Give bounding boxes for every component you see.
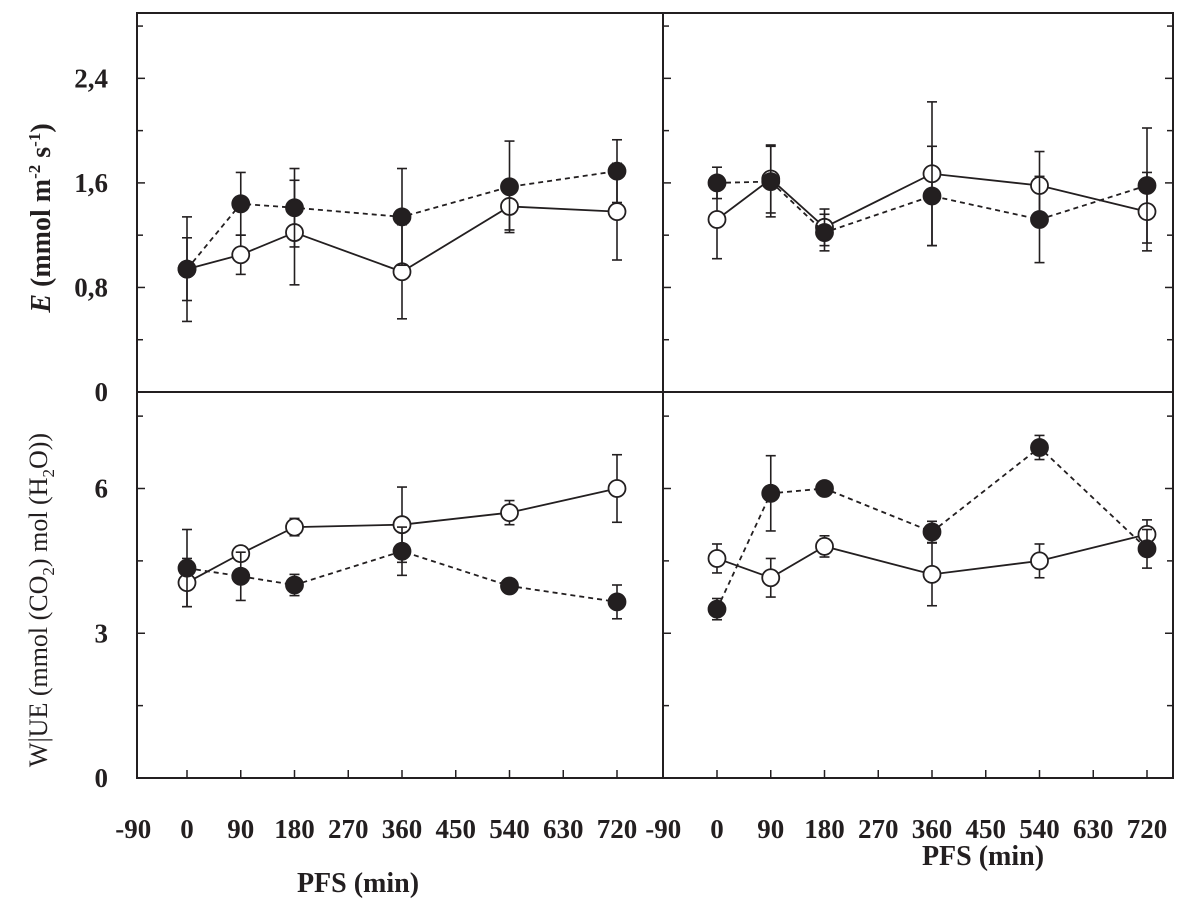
data-point-filled: [177, 558, 197, 578]
x-tick-label-right: 720: [1127, 814, 1168, 844]
y-tick-label: 2,4: [74, 63, 108, 93]
x-tick-label-right: 360: [912, 814, 953, 844]
data-point-filled: [815, 223, 834, 242]
data-point-open: [607, 479, 627, 498]
data-point-filled: [177, 259, 197, 279]
series-line: [716, 180, 1148, 234]
y-axis-title-bottom: W|UE (mmol (CO2) mol (H2O)): [24, 433, 58, 767]
data-point-filled: [761, 483, 781, 503]
y-axis-title-top: E (mmol m-2 s-1): [25, 123, 57, 313]
x-tick-label-left: 450: [436, 814, 477, 844]
data-point-filled: [1137, 176, 1157, 195]
x-tick-label-right: 0: [710, 814, 724, 844]
data-point-filled: [761, 172, 781, 191]
data-point-open: [707, 210, 727, 229]
series-line: [186, 170, 618, 270]
series-line: [186, 487, 618, 584]
data-point-filled: [285, 198, 304, 218]
series-line: [716, 533, 1148, 579]
x-tick-label-left: 0: [180, 814, 194, 844]
data-point-filled: [607, 161, 627, 181]
data-point-open: [231, 245, 251, 265]
data-point-filled: [1030, 210, 1049, 229]
data-point-open: [761, 568, 781, 588]
x-tick-label-right: 270: [858, 814, 899, 844]
data-point-filled: [231, 566, 251, 586]
data-point-filled: [392, 207, 412, 227]
y-tick-label: 0: [95, 377, 109, 407]
x-tick-label-left: 180: [274, 814, 315, 844]
y-tick-label: 3: [95, 618, 109, 648]
x-tick-label-right: 630: [1073, 814, 1114, 844]
plot-frame: [136, 12, 1174, 779]
data-point-filled: [815, 479, 834, 498]
data-point-filled: [707, 599, 727, 619]
x-tick-label-left: 630: [543, 814, 584, 844]
x-tick-label-left: 90: [227, 814, 254, 844]
x-tick-label-right: 90: [757, 814, 784, 844]
y-tick-label: 1,6: [74, 168, 108, 198]
data-point-open: [815, 537, 834, 556]
data-point-filled: [231, 194, 251, 214]
y-tick-label: 0,8: [74, 272, 108, 302]
x-tick-label-right: -90: [645, 814, 681, 844]
data-point-open: [707, 549, 727, 568]
data-series: [177, 101, 1157, 621]
x-tick-label-left: 270: [328, 814, 369, 844]
x-tick-label-left: 360: [382, 814, 423, 844]
data-point-open: [922, 564, 942, 584]
data-point-filled: [922, 522, 942, 542]
y-tick-label: 0: [95, 763, 109, 793]
x-axis-title-left: PFS (min): [297, 868, 419, 899]
data-point-open: [1030, 551, 1049, 571]
plot-border: [136, 12, 1174, 779]
x-axis-title-right: PFS (min): [922, 841, 1044, 872]
data-point-filled: [285, 575, 304, 595]
x-tick-label-right: 450: [966, 814, 1007, 844]
x-tick-label-left: -90: [115, 814, 151, 844]
data-point-filled: [707, 173, 727, 193]
x-tick-label-right: 180: [804, 814, 845, 844]
data-point-filled: [1137, 539, 1157, 559]
data-point-filled: [500, 576, 519, 596]
data-point-open: [500, 503, 519, 523]
data-point-filled: [1030, 438, 1049, 457]
axis-labels: E (mmol m-2 s-1) W|UE (mmol (CO2) mol (H…: [24, 123, 1044, 899]
data-point-filled: [607, 592, 627, 612]
data-point-open: [607, 202, 627, 222]
x-tick-label-right: 540: [1019, 814, 1060, 844]
data-point-filled: [922, 186, 942, 206]
data-point-filled: [500, 177, 519, 197]
y-tick-label: 6: [95, 474, 109, 504]
data-point-open: [285, 517, 304, 537]
x-tick-label-left: 720: [597, 814, 638, 844]
series-line: [716, 172, 1148, 229]
x-tick-label-left: 540: [489, 814, 530, 844]
data-point-filled: [392, 541, 412, 561]
